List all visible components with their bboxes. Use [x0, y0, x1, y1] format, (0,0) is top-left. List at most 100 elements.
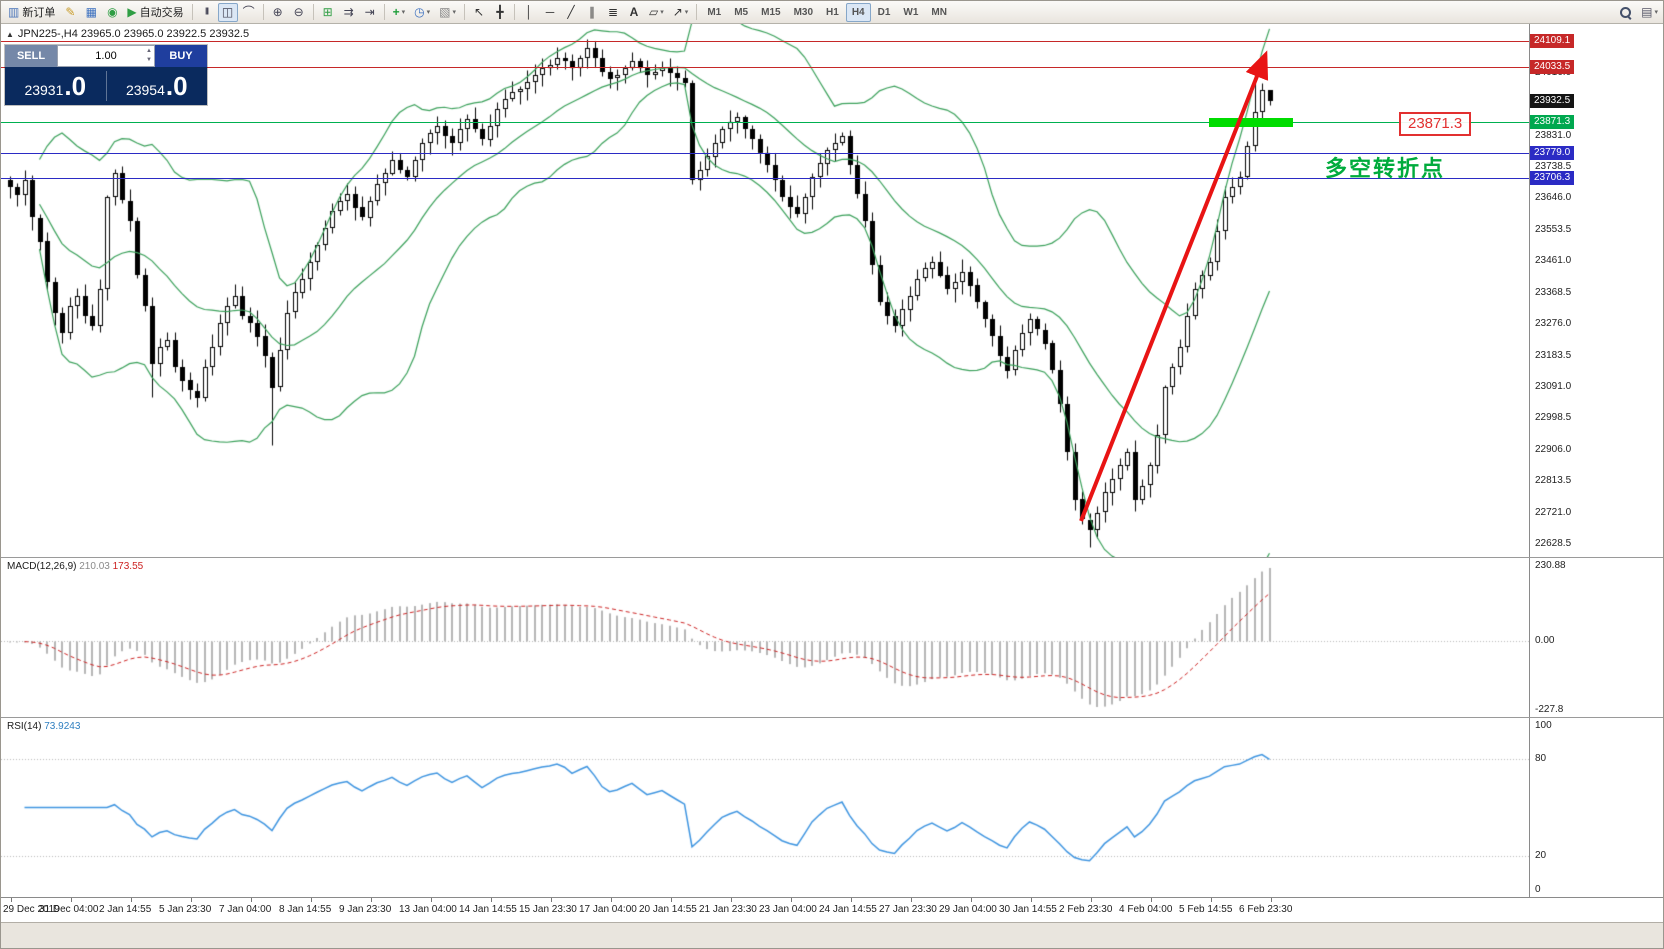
- zoom-out-button[interactable]: ⊖: [289, 3, 309, 22]
- timeframe-h1[interactable]: H1: [826, 6, 839, 18]
- templates-button[interactable]: ▧ ▾: [435, 3, 460, 22]
- time-axis-label: 21 Jan 23:30: [699, 904, 757, 915]
- timeframe-m1[interactable]: M1: [707, 6, 722, 18]
- timeframe-m30[interactable]: M30: [793, 6, 814, 18]
- text-button[interactable]: A: [624, 3, 644, 22]
- price-marker-23779.0: 23779.0: [1530, 146, 1575, 160]
- time-axis[interactable]: 29 Dec 2019 31 Dec 04:00 2 Jan 14:55 5 Jan …: [1, 897, 1663, 922]
- vertical-line-button[interactable]: │: [519, 3, 539, 22]
- indicators-button[interactable]: + ▾: [389, 3, 410, 22]
- timeframe-m5[interactable]: M5: [734, 6, 749, 18]
- time-axis-label: 2 Jan 14:55: [99, 904, 152, 915]
- search-button[interactable]: [1615, 3, 1636, 22]
- vertical-line-icon: │: [525, 5, 533, 19]
- chart-shift-button[interactable]: ⇥: [360, 3, 380, 22]
- price-level-line-23706.3[interactable]: [1, 178, 1529, 179]
- buy-price-main: 23954: [125, 82, 165, 98]
- time-tick: [131, 898, 132, 902]
- new-order-button[interactable]: ▥ 新订单: [4, 3, 59, 22]
- main-chart-canvas[interactable]: [1, 24, 1529, 557]
- metaeditor-button[interactable]: ✎: [60, 3, 80, 22]
- zoom-in-button[interactable]: ⊕: [268, 3, 288, 22]
- price-axis-label: 23368.5: [1535, 287, 1572, 298]
- price-axis-label: 22906.0: [1535, 444, 1572, 455]
- periods-icon: ◷: [414, 5, 425, 19]
- rsi-axis-max: 100: [1535, 720, 1552, 731]
- panel-separator[interactable]: [1, 717, 1663, 718]
- price-marker-23706.3: 23706.3: [1530, 171, 1575, 185]
- time-tick: [671, 898, 672, 902]
- rsi-axis-min: 0: [1535, 884, 1541, 895]
- price-axis-label: 23183.5: [1535, 350, 1572, 361]
- rsi-chart-canvas[interactable]: [1, 718, 1529, 897]
- panel-separator[interactable]: [1, 557, 1663, 558]
- volume-spinner[interactable]: ▲ ▼: [146, 47, 152, 65]
- volume-field: ▲▼: [57, 45, 155, 67]
- price-annotation-23871[interactable]: 23871.3: [1399, 112, 1472, 136]
- price-axis-label: 22813.5: [1535, 475, 1572, 486]
- crosshair-button[interactable]: ╋: [490, 3, 510, 22]
- buy-price[interactable]: 23954.0: [107, 67, 208, 105]
- spin-down-icon[interactable]: ▼: [146, 57, 152, 63]
- data-window-button[interactable]: ▦: [81, 3, 101, 22]
- sell-button[interactable]: SELL: [5, 45, 57, 67]
- arrows-button[interactable]: ↗ ▾: [669, 3, 693, 22]
- price-level-line-24109.1[interactable]: [1, 41, 1529, 42]
- price-axis-label: 23461.0: [1535, 255, 1572, 266]
- fibonacci-button[interactable]: ≣: [603, 3, 623, 22]
- buy-button[interactable]: BUY: [155, 45, 207, 67]
- line-chart-button[interactable]: ⌒: [239, 3, 259, 22]
- time-axis-label: 14 Jan 14:55: [459, 904, 517, 915]
- timeframe-h4[interactable]: H4: [845, 2, 871, 22]
- auto-scroll-icon: ⇉: [343, 5, 354, 19]
- volume-input[interactable]: [58, 46, 154, 66]
- rsi-name: RSI(14): [7, 721, 42, 732]
- toolbar-separator: [463, 4, 465, 20]
- timeframe-m15[interactable]: M15: [761, 6, 781, 18]
- toolbar-separator: [696, 4, 698, 20]
- price-axis-label: 23738.5: [1535, 161, 1572, 172]
- time-axis-label: 24 Jan 14:55: [819, 904, 877, 915]
- timeframe-w1[interactable]: W1: [903, 6, 919, 18]
- price-level-line-23871.3[interactable]: [1, 122, 1529, 123]
- horizontal-line-button[interactable]: ─: [540, 3, 560, 22]
- chevron-down-icon: ▾: [660, 9, 664, 16]
- time-axis-label: 20 Jan 14:55: [639, 904, 697, 915]
- trendline-button[interactable]: ╱: [561, 3, 581, 22]
- cursor-button[interactable]: ↖: [469, 3, 489, 22]
- price-level-line-24033.5[interactable]: [1, 67, 1529, 68]
- favorites-button[interactable]: ▤ ▾: [1637, 3, 1662, 22]
- chart-shift-icon: ⇥: [364, 5, 375, 19]
- autotrading-label: 自动交易: [139, 7, 184, 19]
- bar-chart-button[interactable]: |||: [197, 3, 217, 22]
- auto-scroll-button[interactable]: ⇉: [339, 3, 359, 22]
- periods-button[interactable]: ◷ ▾: [410, 3, 434, 22]
- chevron-down-icon: ▾: [452, 9, 456, 16]
- chevron-down-icon: ▾: [426, 9, 431, 16]
- horizontal-line-icon: ─: [545, 5, 555, 19]
- channel-button[interactable]: ∥: [582, 3, 602, 22]
- timeframe-mn[interactable]: MN: [931, 6, 947, 18]
- tile-windows-button[interactable]: ⊞: [318, 3, 338, 22]
- one-click-toggle-icon[interactable]: ▲: [6, 30, 14, 39]
- candlestick-chart-button[interactable]: ◫: [217, 2, 238, 22]
- time-axis-label: 5 Feb 14:55: [1179, 904, 1233, 915]
- macd-chart-canvas[interactable]: [1, 558, 1529, 717]
- time-tick: [611, 898, 612, 902]
- new-order-icon: ▥: [8, 5, 20, 19]
- price-level-line-23779.0[interactable]: [1, 153, 1529, 154]
- candlestick-chart-icon: ◫: [221, 5, 234, 19]
- autotrading-icon: ▶: [127, 5, 137, 19]
- timeframe-d1[interactable]: D1: [877, 6, 891, 18]
- spin-up-icon[interactable]: ▲: [146, 48, 152, 54]
- trendline-icon: ╱: [567, 5, 575, 19]
- shapes-button[interactable]: ▱ ▾: [645, 3, 668, 22]
- community-button[interactable]: ◉: [102, 3, 122, 22]
- highlight-rectangle[interactable]: [1209, 118, 1293, 127]
- sell-price[interactable]: 23931.0: [5, 67, 106, 105]
- chart-info-line: ▲ JPN225-,H4 23965.0 23965.0 23922.5 2393…: [6, 28, 249, 40]
- autotrading-button[interactable]: ▶ 自动交易: [123, 3, 187, 22]
- price-axis-label: 22998.5: [1535, 412, 1572, 423]
- turning-point-annotation[interactable]: 多空转折点: [1325, 156, 1446, 181]
- time-tick: [731, 898, 732, 902]
